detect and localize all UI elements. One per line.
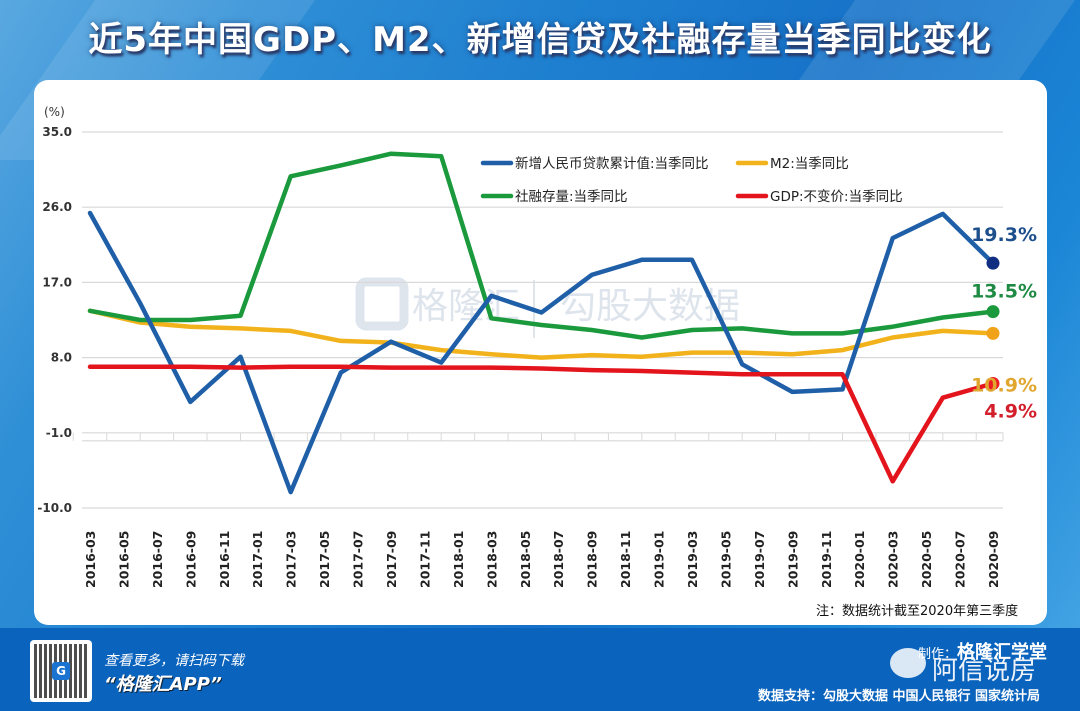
end-marker <box>986 256 1000 270</box>
x-tick-label: 2018-01 <box>451 531 466 588</box>
end-labels: 19.3% 10.9% 13.5% 4.9% <box>971 224 1037 422</box>
chart-panel <box>34 80 1047 625</box>
page-title: 近5年中国GDP、M2、新增信贷及社融存量当季同比变化 <box>88 20 992 60</box>
legend-label: 新增人民币贷款累计值:当季同比 <box>515 156 709 172</box>
x-tick-label: 2016-09 <box>183 531 198 588</box>
maker-name: 格隆汇学堂 <box>957 642 1048 663</box>
x-tick-label: 2017-05 <box>317 531 332 588</box>
maker-credit: 制作：格隆汇学堂 <box>918 638 1047 664</box>
x-tick-label: 2017-09 <box>384 531 399 588</box>
x-tick-label: 2017-11 <box>417 531 432 588</box>
y-tick-label: 8.0 <box>51 351 72 365</box>
promo-text: 查看更多，请扫码下载 <box>104 653 244 669</box>
x-tick-label: 2020-03 <box>886 531 901 588</box>
x-tick-label: 2020-05 <box>919 531 934 588</box>
x-tick-label: 2018-03 <box>484 531 499 588</box>
app-logo-icon: G <box>52 662 70 680</box>
end-marker <box>986 326 1000 340</box>
x-tick-label: 2017-01 <box>250 531 265 588</box>
maker-prefix: 制作： <box>918 647 958 662</box>
x-tick-label: 2019-01 <box>652 531 667 588</box>
end-marker <box>986 377 1000 391</box>
x-tick-label: 2016-03 <box>83 531 98 588</box>
x-tick-label: 2019-11 <box>819 531 834 588</box>
x-tick-label: 2020-07 <box>953 531 968 588</box>
legend-label: GDP:不变价:当季同比 <box>770 189 903 205</box>
series-lines <box>87 151 1000 495</box>
legend-label: M2:当季同比 <box>770 156 849 172</box>
end-marker <box>986 305 1000 319</box>
y-tick-label: 35.0 <box>42 125 72 139</box>
x-tick-label: 2020-09 <box>986 531 1001 588</box>
series-line <box>87 210 996 495</box>
x-tick-label: 2018-05 <box>518 531 533 588</box>
x-tick-label: 2018-07 <box>551 531 566 588</box>
promo-app-name: “格隆汇APP” <box>104 674 222 695</box>
x-tick-label: 2016-05 <box>116 531 131 588</box>
x-axis-ticks: 2016-03 2016-05 2016-07 2016-09 2016-11 2017-… <box>83 531 1001 588</box>
x-tick-label: 2018-11 <box>618 531 633 588</box>
end-label: 4.9% <box>984 401 1037 423</box>
x-tick-label: 2020-01 <box>852 531 867 588</box>
y-tick-label: 17.0 <box>42 275 72 289</box>
series-line <box>87 308 996 360</box>
x-tick-label: 2016-11 <box>217 531 232 588</box>
y-tick-label: 26.0 <box>42 200 72 214</box>
x-tick-label: 2019-05 <box>718 531 733 588</box>
end-label: 19.3% <box>971 224 1037 246</box>
series-line <box>87 151 996 340</box>
footnote: 注：数据统计截至2020年第三季度 <box>816 604 1019 619</box>
y-tick-label: -10.0 <box>37 501 72 515</box>
watermark-logo <box>355 277 409 331</box>
y-axis-unit: (%) <box>44 105 65 119</box>
y-axis-ticks: 35.0 26.0 17.0 8.0 -1.0 -10.0 <box>37 125 72 515</box>
x-tick-label: 2017-07 <box>351 531 366 588</box>
data-sources: 数据支持：勾股大数据 中国人民银行 国家统计局 <box>758 689 1041 704</box>
end-label: 13.5% <box>971 281 1037 303</box>
x-tick-label: 2016-07 <box>150 531 165 588</box>
legend-label: 社融存量:当季同比 <box>515 189 628 205</box>
qr-code[interactable]: G <box>30 640 92 702</box>
end-label: 10.9% <box>971 374 1037 396</box>
x-tick-label: 2018-09 <box>585 531 600 588</box>
x-tick-label: 2019-07 <box>752 531 767 588</box>
gridlines <box>72 131 1004 509</box>
series-line <box>87 364 996 484</box>
x-tick-label: 2019-09 <box>785 531 800 588</box>
y-tick-label: -1.0 <box>46 426 72 440</box>
wechat-icon <box>890 648 926 678</box>
x-tick-label: 2017-03 <box>284 531 299 588</box>
wechat-watermark: 阿信说房 <box>932 656 1037 686</box>
x-tick-label: 2019-03 <box>685 531 700 588</box>
